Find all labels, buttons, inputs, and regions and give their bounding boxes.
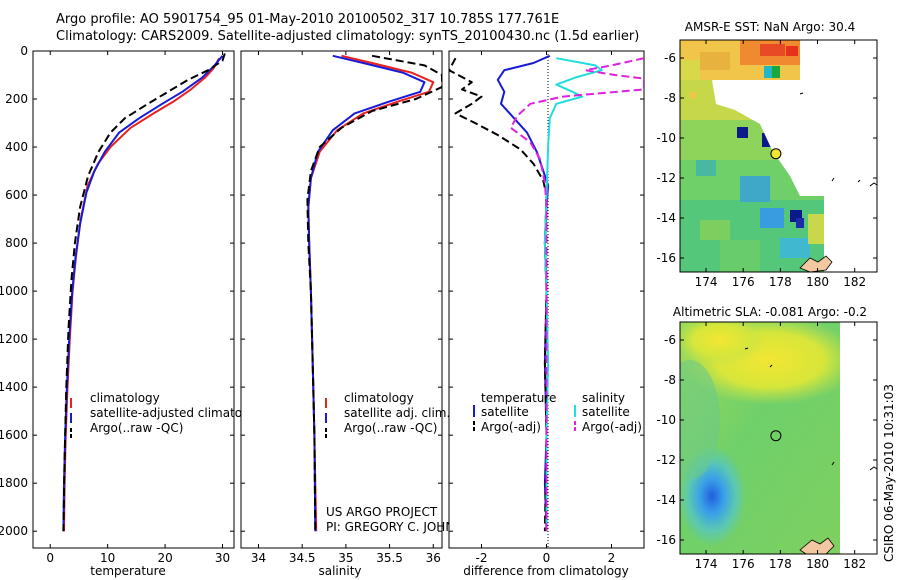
y-tick-label: -14 bbox=[656, 211, 676, 225]
x-tick-label: 35 bbox=[338, 551, 353, 565]
x-tick-label: 10 bbox=[100, 551, 115, 565]
y-tick-label: 1600 bbox=[0, 428, 28, 442]
x-tick-label: 178 bbox=[769, 557, 792, 571]
legend-label-climatology: climatology bbox=[90, 391, 160, 405]
temperature-xlabel: temperature bbox=[90, 564, 165, 578]
legend-label-satellite-adjusted: satellite-adjusted climatology bbox=[90, 406, 268, 420]
y-tick-label: 1400 bbox=[0, 380, 28, 394]
sst-field bbox=[680, 40, 840, 272]
y-tick-label: 1200 bbox=[0, 332, 28, 346]
salinity-lines bbox=[306, 54, 442, 532]
project-credit: US ARGO PROJECT bbox=[326, 505, 438, 519]
x-tick-label: 174 bbox=[695, 275, 718, 289]
legend-label-argo: Argo(..raw -QC) bbox=[344, 421, 437, 435]
y-tick-label: -16 bbox=[656, 251, 676, 265]
x-tick-label: 174 bbox=[695, 557, 718, 571]
x-tick-label: -2 bbox=[476, 551, 488, 565]
legend-label-sal-satellite: satellite bbox=[582, 405, 630, 419]
sst-map-frame bbox=[679, 39, 878, 273]
temperature-axes-frame bbox=[32, 50, 235, 549]
difference-xlabel: difference from climatology bbox=[463, 564, 629, 578]
legend-label-temp-argo: Argo(-adj) bbox=[481, 420, 541, 434]
series-line-salinity-satellite bbox=[543, 57, 603, 532]
series-line-argo-raw-qc bbox=[306, 54, 442, 532]
y-tick-label: 2000 bbox=[0, 524, 28, 538]
salinity-xlabel: salinity bbox=[318, 564, 361, 578]
figure-title-line2: Climatology: CARS2009. Satellite-adjuste… bbox=[56, 29, 640, 44]
x-tick-label: 180 bbox=[806, 275, 829, 289]
legend-heading-temperature: temperature bbox=[481, 391, 556, 405]
y-tick-label: -16 bbox=[656, 533, 676, 547]
y-tick-label: 600 bbox=[5, 188, 28, 202]
y-tick-label: -12 bbox=[656, 171, 676, 185]
x-tick-label: 20 bbox=[157, 551, 172, 565]
temperature-lines bbox=[62, 53, 226, 532]
sst-map-title: AMSR-E SST: NaN Argo: 30.4 bbox=[685, 20, 855, 34]
difference-ticks: -2 0 2 bbox=[449, 50, 644, 565]
sla-map-ticks: 174 176 178 180 182 -6 -8 -10 -12 -14 -16 bbox=[656, 322, 877, 571]
temperature-ticks: 0 10 20 30 0 200 400 600 800 1000 1200 1400 1600 1800… bbox=[0, 44, 234, 565]
legend-heading-salinity: salinity bbox=[582, 391, 625, 405]
sst-map-ticks: 174 176 178 180 182 -6 -8 -10 -12 -14 -16 bbox=[656, 40, 877, 289]
float-location-marker bbox=[770, 430, 782, 442]
salinity-axes-frame bbox=[240, 50, 443, 549]
salinity-panel: 34 34.5 35 35.5 36 salinity climatology sate… bbox=[240, 50, 480, 578]
legend-label-climatology: climatology bbox=[344, 391, 414, 405]
legend-label-temp-satellite: satellite bbox=[481, 405, 529, 419]
difference-panel: -2 0 2 difference from climatology tempera… bbox=[448, 50, 645, 578]
float-location-marker bbox=[770, 148, 782, 160]
y-tick-label: -8 bbox=[664, 91, 676, 105]
x-tick-label: 178 bbox=[769, 275, 792, 289]
y-tick-label: -10 bbox=[656, 131, 676, 145]
temperature-panel: 0 10 20 30 0 200 400 600 800 1000 1200 1400 1600 1800… bbox=[0, 44, 268, 578]
y-tick-label: 1000 bbox=[0, 284, 28, 298]
series-line-satellite-adj-clim bbox=[307, 54, 426, 532]
side-credit-timestamp: CSIRO 06-May-2010 10:31:03 bbox=[882, 384, 896, 562]
sla-field bbox=[680, 322, 840, 554]
temperature-legend: climatology satellite-adjusted climatolo… bbox=[70, 391, 268, 438]
y-tick-label: -14 bbox=[656, 493, 676, 507]
series-line-argo-raw-qc bbox=[62, 53, 226, 532]
y-tick-label: -6 bbox=[664, 333, 676, 347]
y-tick-label: -8 bbox=[664, 373, 676, 387]
x-tick-label: 176 bbox=[732, 275, 755, 289]
sla-map-title: Altimetric SLA: -0.081 Argo: -0.2 bbox=[673, 305, 867, 319]
x-tick-label: 36 bbox=[426, 551, 441, 565]
x-tick-label: 0 bbox=[46, 551, 54, 565]
y-tick-label: 1800 bbox=[0, 476, 28, 490]
legend-label-argo: Argo(..raw -QC) bbox=[90, 421, 183, 435]
figure-title-line1: Argo profile: AO 5901754_95 01-May-2010 … bbox=[56, 12, 560, 27]
y-tick-label: -12 bbox=[656, 453, 676, 467]
x-tick-label: 2 bbox=[608, 551, 616, 565]
x-tick-label: 182 bbox=[843, 557, 866, 571]
x-tick-label: 30 bbox=[215, 551, 230, 565]
y-tick-label: 800 bbox=[5, 236, 28, 250]
y-tick-label: 400 bbox=[5, 140, 28, 154]
salinity-ticks: 34 34.5 35 35.5 36 bbox=[241, 50, 442, 565]
x-tick-label: 34.5 bbox=[289, 551, 316, 565]
legend-label-satellite-adj: satellite adj. clim. bbox=[344, 406, 450, 420]
x-tick-label: 0 bbox=[543, 551, 551, 565]
salinity-legend: climatology satellite adj. clim. Argo(..… bbox=[325, 391, 450, 438]
sst-map-panel: AMSR-E SST: NaN Argo: 30.4 bbox=[656, 20, 878, 289]
sla-map-frame bbox=[679, 321, 878, 555]
legend-label-sal-argo: Argo(-adj) bbox=[582, 420, 642, 434]
difference-lines bbox=[449, 54, 644, 532]
x-tick-label: 182 bbox=[843, 275, 866, 289]
sla-map-panel: Altimetric SLA: -0.081 Argo: -0.2 174 176… bbox=[656, 305, 878, 571]
y-tick-label: 0 bbox=[20, 44, 28, 58]
pi-credit: PI: GREGORY C. JOHNSON bbox=[326, 520, 480, 534]
x-tick-label: 35.5 bbox=[376, 551, 403, 565]
series-line-salinity-argo-adj bbox=[509, 57, 644, 532]
difference-legend: temperature satellite Argo(-adj) salinit… bbox=[473, 391, 642, 434]
y-tick-label: -10 bbox=[656, 413, 676, 427]
y-tick-label: 200 bbox=[5, 92, 28, 106]
y-tick-label: -6 bbox=[664, 51, 676, 65]
x-tick-label: 176 bbox=[732, 557, 755, 571]
x-tick-label: 34 bbox=[251, 551, 266, 565]
x-tick-label: 180 bbox=[806, 557, 829, 571]
